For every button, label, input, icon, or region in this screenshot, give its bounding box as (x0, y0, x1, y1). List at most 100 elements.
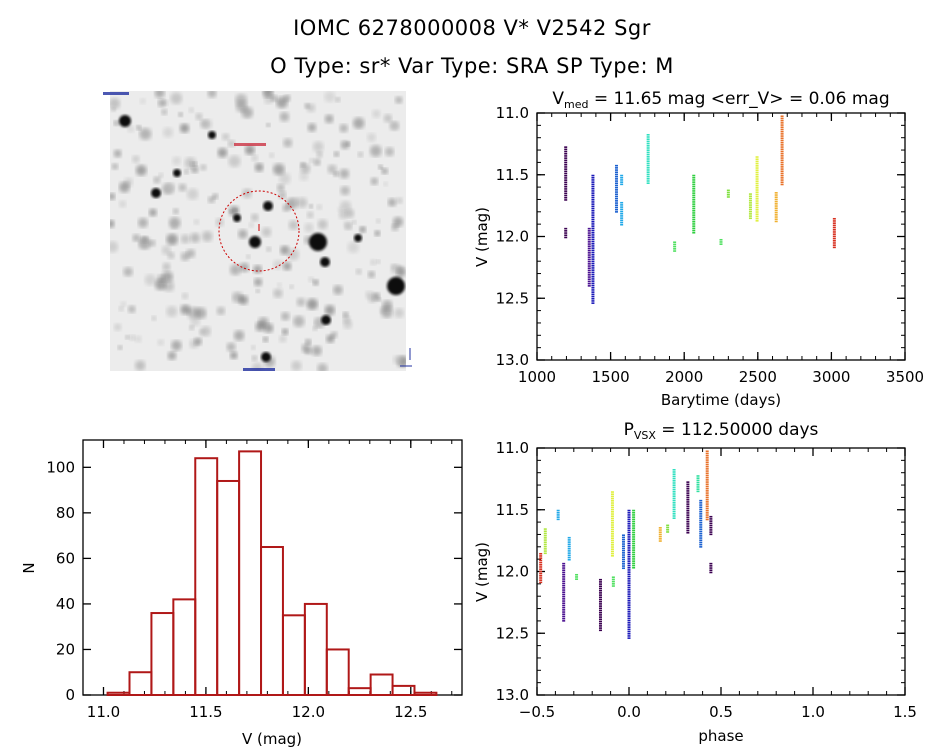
phased-point (627, 632, 631, 635)
phased-point (699, 530, 703, 533)
star (239, 262, 250, 273)
lightcurve-point (755, 191, 759, 194)
lightcurve-point (646, 138, 650, 140)
phased-point (705, 461, 709, 464)
histogram-ytick-label: 0 (65, 686, 75, 704)
star (251, 345, 256, 350)
phased-point (705, 503, 709, 505)
lightcurve-point (646, 142, 650, 145)
lightcurve-point (755, 158, 759, 161)
lightcurve-point (614, 204, 618, 207)
star (291, 197, 300, 205)
lightcurve-point (587, 269, 591, 272)
star (110, 219, 115, 228)
lightcurve-point (832, 233, 836, 235)
lightcurve-point (780, 119, 784, 122)
star (110, 241, 119, 253)
star (321, 315, 331, 325)
lightcurve-point (774, 194, 778, 196)
star (113, 323, 122, 331)
phased-point (696, 490, 700, 493)
phased-point (699, 502, 703, 504)
lightcurve-point (692, 201, 696, 203)
star (250, 213, 259, 222)
star (119, 115, 131, 127)
phased-point (686, 498, 690, 501)
phased-point (705, 485, 709, 488)
phased-point (627, 599, 631, 602)
star (339, 168, 350, 179)
phased-point (686, 529, 690, 532)
lightcurve-point (564, 227, 568, 230)
phased-point (658, 527, 662, 529)
phased-point (705, 476, 709, 479)
lightcurve-point (780, 122, 784, 124)
lightcurve-point (774, 216, 778, 218)
star (248, 222, 254, 228)
star (299, 171, 309, 181)
lightcurve-point (564, 150, 568, 153)
star (370, 259, 376, 266)
phased-point (705, 457, 709, 459)
phased-point (598, 594, 602, 596)
star (324, 114, 334, 124)
lightcurve-point (591, 262, 595, 265)
phased-point (567, 552, 571, 554)
phased-point (610, 526, 614, 529)
phased-point (627, 562, 631, 565)
phased-point (627, 608, 631, 611)
phased-point (699, 541, 703, 544)
lightcurve-point (832, 246, 836, 249)
phased-point (666, 526, 670, 529)
lightcurve-point (692, 205, 696, 208)
phased-point (632, 566, 636, 569)
phased-point (562, 591, 566, 594)
phased-point (696, 483, 700, 486)
phased-point (562, 565, 566, 567)
star (372, 109, 381, 118)
histogram-bar (128, 671, 153, 696)
phased-point (686, 505, 690, 508)
star (123, 267, 133, 277)
phased-point (567, 550, 571, 552)
lightcurve-point (591, 297, 595, 300)
star (279, 112, 290, 122)
lightcurve-point (726, 193, 730, 196)
phased-ytick-label: 12.5 (496, 624, 529, 642)
star (157, 99, 166, 107)
lightcurve-point (587, 245, 591, 248)
phased-point (627, 544, 631, 547)
phased-point (705, 470, 709, 472)
phased-point (672, 517, 676, 519)
star (396, 265, 405, 274)
lightcurve-point (692, 231, 696, 234)
lightcurve-point (748, 215, 752, 217)
phased-point (562, 582, 566, 585)
lightcurve-point (591, 260, 595, 263)
phased-point (598, 625, 602, 627)
lightcurve-point (614, 211, 618, 213)
lightcurve-point (780, 174, 784, 177)
lightcurve-point (755, 217, 759, 220)
star (273, 288, 283, 299)
phased-point (567, 554, 571, 557)
lightcurve-point (692, 207, 696, 210)
lightcurve-point (587, 267, 591, 270)
phased-point (705, 501, 709, 503)
star (171, 222, 178, 229)
phased-point (621, 549, 625, 552)
star (162, 262, 171, 271)
star (238, 229, 248, 239)
phased-point (621, 563, 625, 565)
star (347, 241, 359, 254)
lightcurve-point (832, 224, 836, 227)
phased-point (598, 614, 602, 616)
star (208, 196, 215, 204)
star (136, 125, 142, 131)
phased-point (539, 561, 543, 564)
phased-point (610, 506, 614, 509)
phased-point (699, 546, 703, 548)
star (279, 335, 287, 343)
phased-point (556, 514, 560, 516)
phased-point (611, 580, 615, 583)
